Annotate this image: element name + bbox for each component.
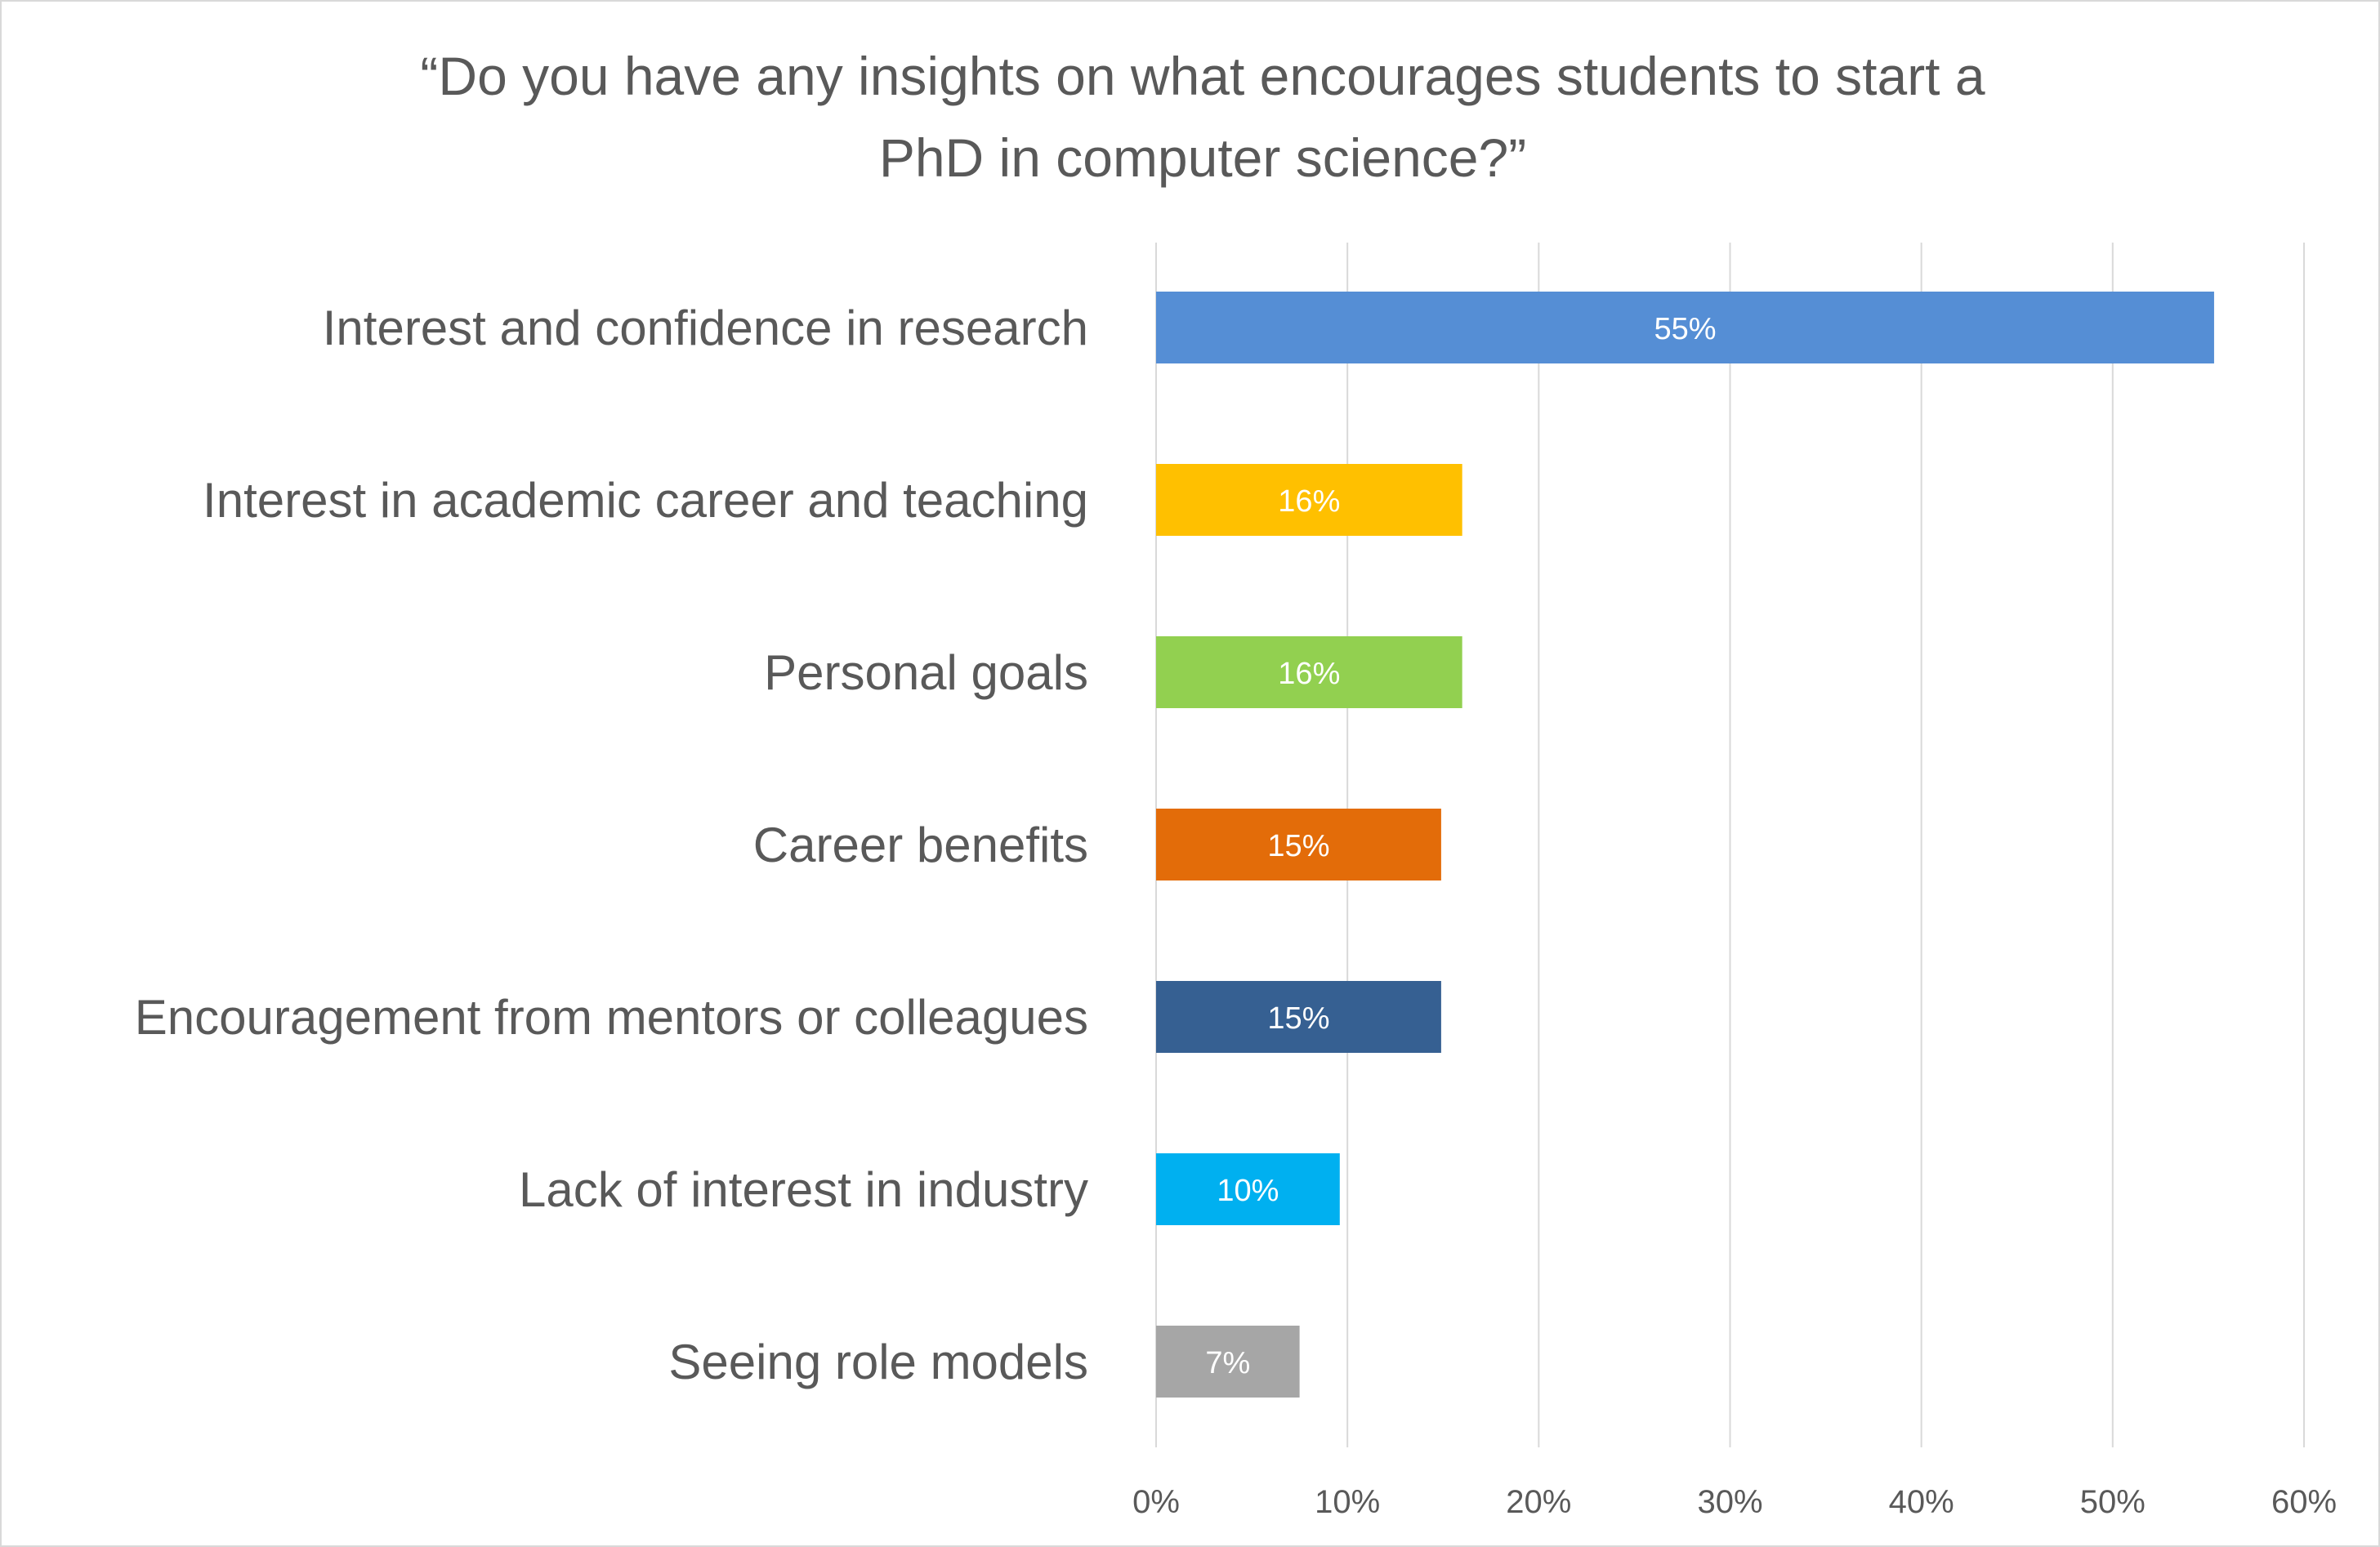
x-tick-label-60: 60% [2271,1484,2337,1520]
category-label-3: Career benefits [753,818,1088,872]
x-axis-tick-labels: 0% 10% 20% 30% 40% 50% 60% [1132,1484,2337,1520]
data-label-6: 7% [1205,1346,1250,1380]
bar-0 [1156,292,2214,363]
chart-title-line-2: PhD in computer science?” [879,127,1526,188]
data-label-0: 55% [1654,312,1716,346]
category-label-1: Interest in academic career and teaching [203,473,1088,528]
category-label-2: Personal goals [764,645,1088,700]
data-labels: 55% 16% 16% 15% 15% 10% 7% [1205,312,1716,1380]
category-label-5: Lack of interest in industry [519,1162,1088,1217]
chart-title-line-1: “Do you have any insights on what encour… [420,46,1985,106]
data-label-2: 16% [1278,657,1340,691]
x-tick-label-50: 50% [2080,1484,2146,1520]
x-tick-label-10: 10% [1315,1484,1380,1520]
bar-3 [1156,809,1441,880]
data-label-3: 15% [1267,829,1329,863]
bar-1 [1156,464,1462,536]
data-label-1: 16% [1278,484,1340,519]
data-label-5: 10% [1217,1174,1279,1208]
category-labels: Interest and confidence in research Inter… [135,301,1088,1389]
data-label-4: 15% [1267,1001,1329,1036]
category-label-0: Interest and confidence in research [323,301,1088,355]
bar-6 [1156,1326,1300,1398]
x-tick-label-0: 0% [1132,1484,1180,1520]
category-label-4: Encouragement from mentors or colleagues [135,990,1088,1045]
x-tick-label-30: 30% [1697,1484,1762,1520]
x-tick-label-20: 20% [1506,1484,1571,1520]
category-label-6: Seeing role models [668,1335,1088,1389]
gridlines [1155,243,2305,1447]
bar-5 [1156,1153,1340,1225]
bar-4 [1156,981,1441,1053]
bar-2 [1156,636,1462,708]
x-tick-label-40: 40% [1889,1484,1954,1520]
chart-title: “Do you have any insights on what encour… [420,46,1985,188]
bars [1156,292,2214,1398]
